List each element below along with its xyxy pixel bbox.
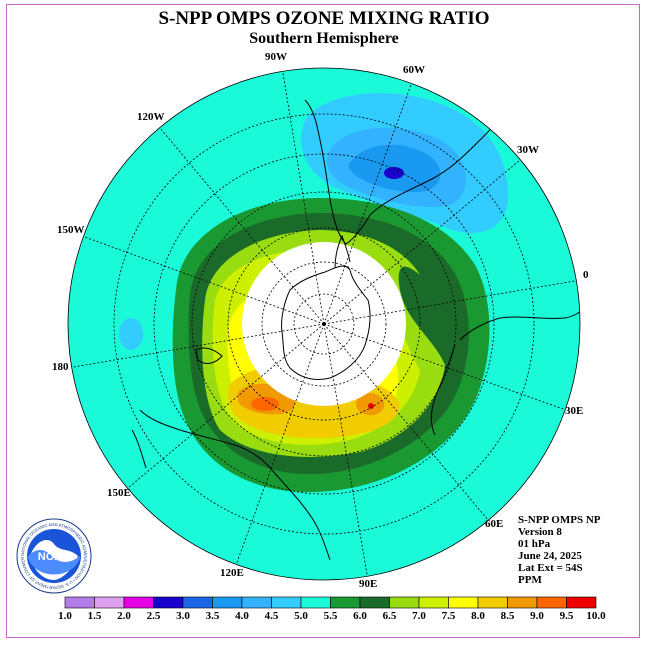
- colorbar-label: 2.5: [147, 610, 161, 622]
- colorbar-label: 9.0: [530, 610, 544, 622]
- australia-coast: [139, 409, 331, 561]
- colorbar-swatch: [212, 596, 243, 609]
- info-line-version: Version 8: [518, 526, 562, 538]
- info-line-instrument: S-NPP OMPS NP: [518, 514, 601, 526]
- colorbar-swatch: [507, 596, 538, 609]
- colorbar-label: 7.5: [442, 610, 456, 622]
- info-line-pressure: 01 hPa: [518, 538, 551, 550]
- colorbar-label: 1.0: [58, 610, 72, 622]
- colorbar-swatch: [64, 596, 95, 609]
- south-america-coast: [304, 99, 506, 245]
- lon-label-90e: 90E: [359, 578, 377, 590]
- colorbar-swatch: [566, 596, 597, 609]
- colorbar-label: 6.0: [353, 610, 367, 622]
- colorbar-label: 3.0: [176, 610, 190, 622]
- product-info: S-NPP OMPS NP Version 8 01 hPa June 24, …: [518, 514, 601, 586]
- info-line-date: June 24, 2025: [518, 550, 582, 562]
- colorbar-label: 5.0: [294, 610, 308, 622]
- colorbar-label: 7.0: [412, 610, 426, 622]
- lon-label-90w: 90W: [265, 51, 287, 63]
- lon-label-60w: 60W: [403, 64, 425, 76]
- colorbar-swatches: [64, 596, 597, 609]
- colorbar-labels: 1.0 1.5 2.0 2.5 3.0 3.5 4.0 4.5 5.0 5.5 6.0 6.5 7.0 7…: [58, 610, 606, 622]
- colorbar-label: 1.5: [88, 610, 102, 622]
- colorbar-label: 4.0: [235, 610, 249, 622]
- lon-label-120w: 120W: [137, 111, 165, 123]
- colorbar-label: 8.0: [471, 610, 485, 622]
- noaa-logo: NOAA NATIONAL OCEANIC AND ATMOSPHERIC AD…: [16, 518, 92, 594]
- colorbar-label: 9.5: [560, 610, 574, 622]
- lon-label-60e: 60E: [485, 518, 503, 530]
- colorbar-label: 4.5: [265, 610, 279, 622]
- south-pole-marker: [322, 322, 326, 326]
- ozone-field: [68, 68, 580, 580]
- coastlines: [131, 99, 580, 561]
- colorbar-label: 8.5: [501, 610, 515, 622]
- colorbar-swatch: [477, 596, 508, 609]
- info-line-lat-ext: Lat Ext = 54S: [518, 562, 583, 574]
- info-line-units: PPM: [518, 574, 542, 586]
- colorbar-swatch: [359, 596, 390, 609]
- contour-9.0-west: [251, 397, 279, 411]
- lon-label-150w: 150W: [57, 224, 85, 236]
- colorbar-label: 6.5: [383, 610, 397, 622]
- map-boundary: [67, 67, 581, 581]
- colorbar-swatch: [94, 596, 125, 609]
- colorbar-swatch: [182, 596, 213, 609]
- colorbar-swatch: [123, 596, 154, 609]
- colorbar-label: 3.5: [206, 610, 220, 622]
- colorbar-swatch: [241, 596, 272, 609]
- colorbar-swatch: [153, 596, 184, 609]
- africa-coast: [459, 307, 580, 341]
- antarctica-coast: [281, 265, 371, 381]
- colorbar-swatch: [418, 596, 449, 609]
- colorbar-swatch: [300, 596, 331, 609]
- figure-frame: [6, 4, 640, 638]
- colorbar-swatch: [330, 596, 361, 609]
- lon-label-0: 0: [583, 269, 589, 281]
- map-title: S-NPP OMPS OZONE MIXING RATIO: [158, 8, 490, 29]
- lon-label-120e: 120E: [220, 567, 244, 579]
- map-subtitle: Southern Hemisphere: [249, 30, 399, 47]
- pacific-islands: [131, 429, 147, 469]
- colorbar-label: 5.5: [324, 610, 338, 622]
- lon-label-30e: 30E: [565, 405, 583, 417]
- colorbar-swatch: [536, 596, 567, 609]
- colorbar-swatch: [448, 596, 479, 609]
- contour-9.0-east: [368, 403, 374, 409]
- lon-label-150e: 150E: [107, 487, 131, 499]
- lon-label-180: 180: [52, 361, 69, 373]
- colorbar-swatch: [271, 596, 302, 609]
- antarctic-peninsula: [334, 234, 351, 269]
- colorbar-swatch: [389, 596, 420, 609]
- contour-3.0-core: [384, 167, 404, 179]
- colorbar-label: 10.0: [586, 610, 606, 622]
- colorbar-label: 2.0: [117, 610, 131, 622]
- new-zealand: [195, 347, 223, 364]
- small-low-180: [119, 318, 143, 350]
- logo-center-text: NOAA: [38, 551, 70, 563]
- lon-label-30w: 30W: [517, 144, 539, 156]
- graticule: [68, 68, 580, 580]
